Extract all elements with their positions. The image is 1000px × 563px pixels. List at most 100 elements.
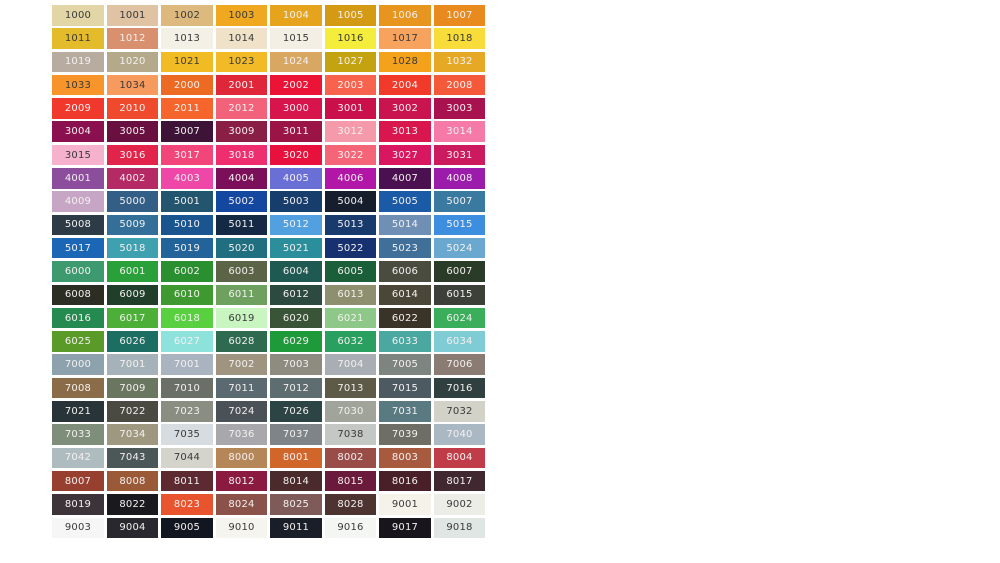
color-swatch: 7000 [52, 354, 104, 375]
color-swatch: 3016 [106, 144, 159, 166]
swatch-row: 3004 3005 3007 3009 3011 3012 3013 3014 [52, 121, 488, 142]
color-swatch: 7038 [324, 424, 377, 445]
color-swatch: 7008 [52, 377, 104, 399]
color-swatch: 2004 [379, 74, 431, 96]
color-swatch: 3002 [379, 98, 431, 119]
color-swatch: 1034 [106, 74, 159, 96]
swatch-row: 9003 9004 9005 9010 9011 9016 9017 9018 [52, 517, 488, 539]
color-swatch: 5022 [324, 237, 377, 259]
color-swatch: 4006 [324, 168, 377, 189]
color-swatch: 6017 [106, 307, 159, 329]
color-swatch: 1017 [379, 28, 431, 49]
color-swatch: 7005 [379, 354, 431, 375]
color-swatch: 7042 [52, 447, 104, 469]
color-swatch: 1020 [106, 51, 159, 73]
color-swatch: 5020 [215, 237, 268, 259]
color-swatch: 7034 [106, 424, 159, 445]
color-swatch: 6008 [52, 284, 104, 306]
color-swatch: 2009 [52, 98, 104, 119]
color-swatch: 7003 [270, 354, 322, 375]
color-swatch: 1027 [324, 51, 377, 73]
swatch-row: 7021 7022 7023 7024 7026 7030 7031 7032 [52, 401, 488, 422]
color-swatch: 5014 [379, 214, 431, 236]
color-swatch: 7032 [433, 401, 486, 422]
color-swatch: 8003 [379, 447, 431, 469]
color-swatch: 9011 [270, 517, 322, 539]
color-swatch: 7026 [270, 401, 322, 422]
swatch-row: 4001 4002 4003 4004 4005 4006 4007 4008 [52, 168, 488, 189]
color-swatch: 5010 [161, 214, 213, 236]
color-swatch: 1021 [161, 51, 213, 73]
color-swatch: 3014 [433, 121, 486, 142]
color-swatch: 1006 [379, 5, 431, 26]
color-swatch: 7036 [215, 424, 268, 445]
color-swatch: 7031 [379, 401, 431, 422]
ral-color-chart: 1000 1001 1002 1003 1004 1005 1006 1007 1011 1012… [52, 5, 488, 541]
color-swatch: 6027 [161, 331, 213, 352]
color-swatch: 1028 [379, 51, 431, 73]
color-swatch: 7001 [106, 354, 159, 375]
color-swatch: 1003 [215, 5, 268, 26]
color-swatch: 8001 [270, 447, 322, 469]
color-swatch: 5015 [433, 214, 486, 236]
color-swatch: 6011 [215, 284, 268, 306]
color-swatch: 5001 [161, 191, 213, 212]
color-swatch: 7002 [215, 354, 268, 375]
color-swatch: 6021 [324, 307, 377, 329]
color-swatch: 5018 [106, 237, 159, 259]
color-swatch: 8008 [106, 470, 159, 492]
color-swatch: 7015 [379, 377, 431, 399]
color-swatch: 6016 [52, 307, 104, 329]
color-swatch: 2011 [161, 98, 213, 119]
color-swatch: 1016 [324, 28, 377, 49]
color-swatch: 8028 [324, 494, 377, 515]
color-swatch: 6000 [52, 261, 104, 282]
color-swatch: 8015 [324, 470, 377, 492]
color-swatch: 7011 [215, 377, 268, 399]
color-swatch: 3001 [324, 98, 377, 119]
swatch-row: 6000 6001 6002 6003 6004 6005 6006 6007 [52, 261, 488, 282]
color-swatch: 7044 [161, 447, 213, 469]
color-swatch: 3020 [270, 144, 322, 166]
color-swatch: 3003 [433, 98, 486, 119]
color-swatch: 7033 [52, 424, 104, 445]
color-swatch: 7010 [161, 377, 213, 399]
color-swatch: 3027 [379, 144, 431, 166]
color-swatch: 2008 [433, 74, 486, 96]
color-swatch: 7023 [161, 401, 213, 422]
color-swatch: 1019 [52, 51, 104, 73]
color-swatch: 8012 [215, 470, 268, 492]
color-swatch: 1002 [161, 5, 213, 26]
swatch-row: 6008 6009 6010 6011 6012 6013 6014 6015 [52, 284, 488, 306]
color-swatch: 7039 [379, 424, 431, 445]
color-swatch: 1011 [52, 28, 104, 49]
color-swatch: 7001 [161, 354, 213, 375]
color-swatch: 6033 [379, 331, 431, 352]
color-swatch: 1007 [433, 5, 486, 26]
color-swatch: 3011 [270, 121, 322, 142]
color-swatch: 5012 [270, 214, 322, 236]
color-swatch: 3031 [433, 144, 486, 166]
color-swatch: 7021 [52, 401, 104, 422]
color-swatch: 9001 [379, 494, 431, 515]
color-swatch: 5000 [106, 191, 159, 212]
color-swatch: 1015 [270, 28, 322, 49]
color-swatch: 2010 [106, 98, 159, 119]
color-swatch: 6002 [161, 261, 213, 282]
color-swatch: 6006 [379, 261, 431, 282]
color-swatch: 8019 [52, 494, 104, 515]
color-swatch: 1001 [106, 5, 159, 26]
swatch-row: 5008 5009 5010 5011 5012 5013 5014 5015 [52, 214, 488, 236]
color-swatch: 8024 [215, 494, 268, 515]
swatch-row: 7042 7043 7044 8000 8001 8002 8003 8004 [52, 447, 488, 469]
color-swatch: 9005 [161, 517, 213, 539]
swatch-row: 5017 5018 5019 5020 5021 5022 5023 5024 [52, 237, 488, 259]
color-swatch: 4005 [270, 168, 322, 189]
color-swatch: 5024 [433, 237, 486, 259]
color-swatch: 1012 [106, 28, 159, 49]
color-swatch: 5023 [379, 237, 431, 259]
color-swatch: 6028 [215, 331, 268, 352]
color-swatch: 3000 [270, 98, 322, 119]
color-swatch: 2003 [324, 74, 377, 96]
color-swatch: 6029 [270, 331, 322, 352]
